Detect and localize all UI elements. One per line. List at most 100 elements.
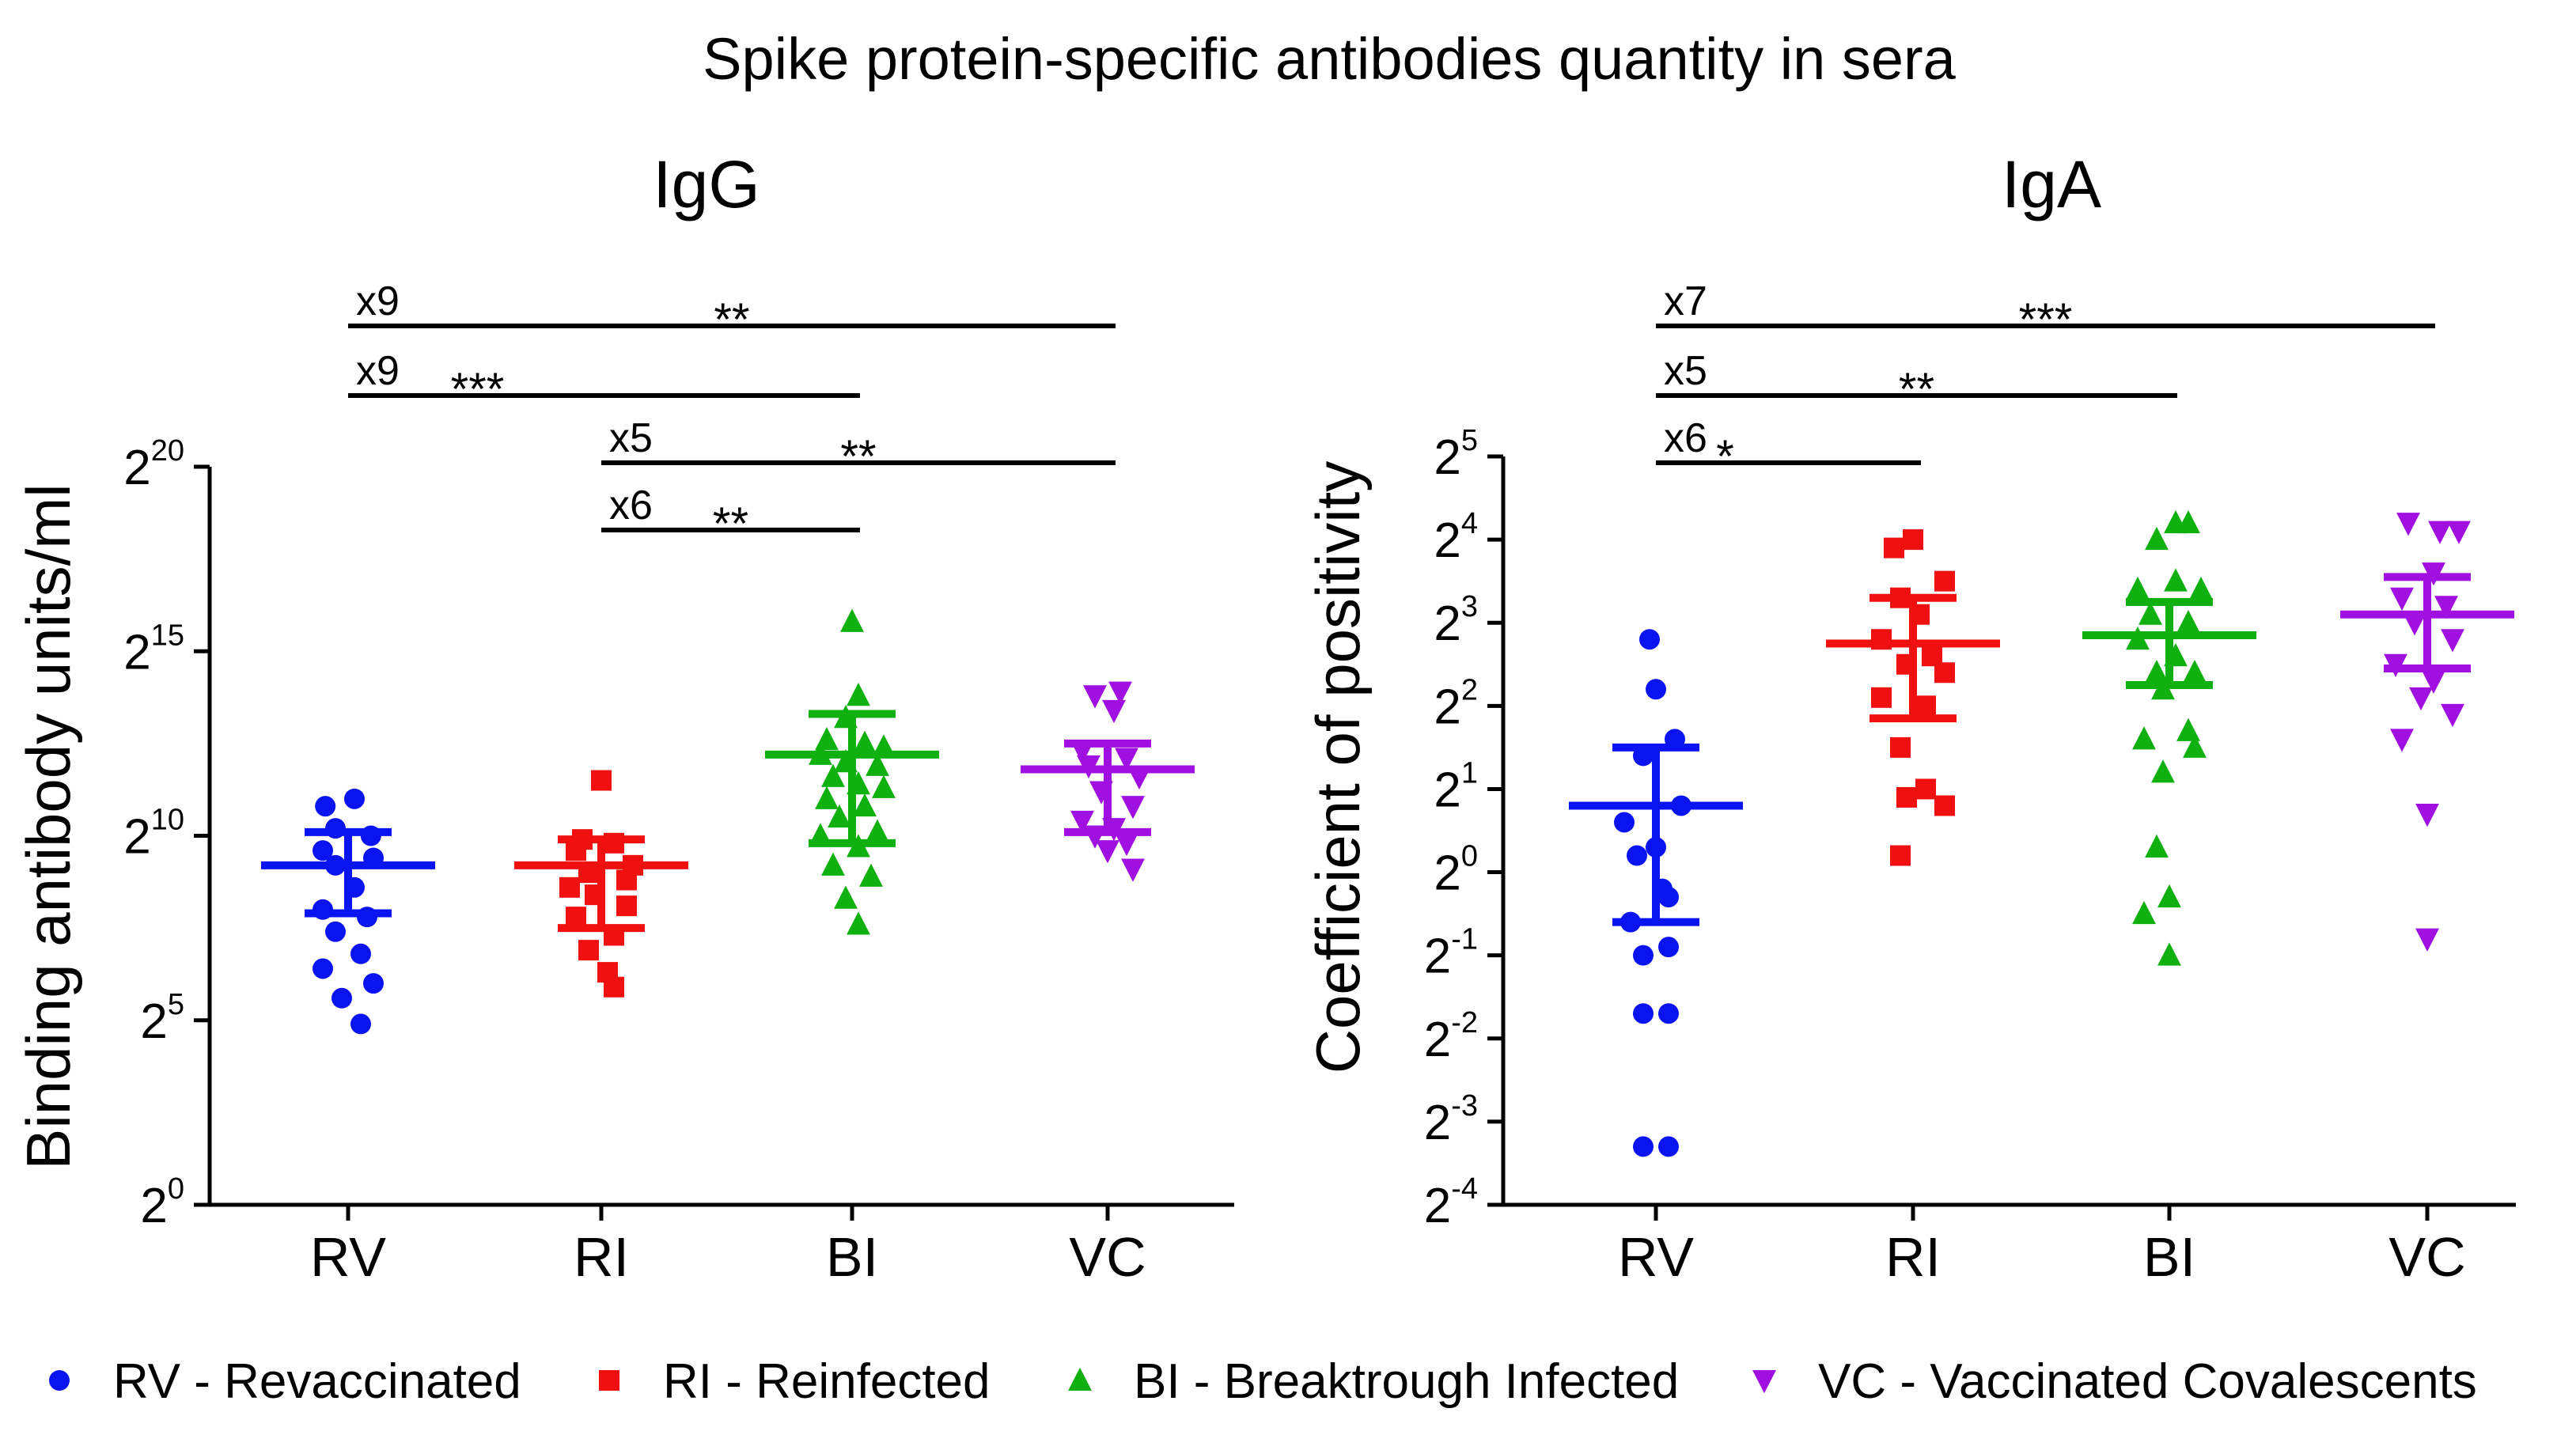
iga-point-rv <box>1639 629 1660 650</box>
igg-significance-bars: x9 ** x9 *** x5 ** x6 ** <box>348 278 1116 550</box>
igg-y-tick-exponent: 5 <box>168 988 184 1021</box>
igg-mean-ci-bars <box>261 710 1195 933</box>
iga-point-vc <box>2434 596 2458 619</box>
legend-label-ri: RI - Reinfected <box>663 1354 991 1409</box>
igg-point-rv <box>325 921 346 942</box>
igg-fold-change-label: x5 <box>609 415 653 461</box>
igg-significance-stars: ** <box>840 431 876 483</box>
iga-y-tick-label: 21 <box>1434 756 1478 817</box>
iga-y-tick-exponent: 5 <box>1461 424 1478 457</box>
iga-panel: IgA Coefficient of positivity 2-42-32-22… <box>1303 147 2516 1288</box>
igg-point-bi <box>834 885 858 909</box>
iga-y-tick-exponent: 2 <box>1461 673 1478 706</box>
igg-point-vc <box>1115 748 1138 771</box>
iga-y-tick-label: 22 <box>1434 673 1478 734</box>
igg-x-tick-label: BI <box>826 1226 878 1288</box>
iga-y-tick-base: 2 <box>1434 763 1460 817</box>
igg-y-tick-label: 215 <box>123 619 184 680</box>
igg-x-tick-label: RV <box>310 1226 386 1288</box>
iga-point-rv <box>1633 1136 1654 1157</box>
iga-point-ri <box>1871 687 1892 708</box>
iga-point-rv <box>1658 887 1679 908</box>
igg-point-bi <box>853 793 877 817</box>
iga-point-ri <box>1915 778 1936 800</box>
iga-mean-ci-bars <box>1569 573 2514 926</box>
iga-y-tick-label: 2-4 <box>1424 1172 1478 1233</box>
iga-point-bi <box>2126 576 2150 600</box>
iga-y-tick-base: 2 <box>1424 1096 1451 1150</box>
iga-point-rv <box>1658 1136 1679 1157</box>
legend-label-bi: BI - Breaktrough Infected <box>1134 1354 1679 1409</box>
iga-panel-title: IgA <box>2002 147 2101 221</box>
iga-point-rv <box>1614 812 1635 833</box>
iga-y-tick-label: 23 <box>1434 590 1478 651</box>
igg-point-rv <box>315 796 336 817</box>
iga-fold-change-label: x7 <box>1664 278 1707 324</box>
iga-point-vc <box>2441 629 2464 653</box>
igg-y-tick-base: 2 <box>123 810 150 865</box>
igg-point-bi <box>815 786 839 809</box>
iga-point-bi <box>2164 568 2188 592</box>
legend-marker-rv <box>49 1370 70 1391</box>
igg-y-tick-exponent: 20 <box>151 434 184 468</box>
iga-point-bi <box>2145 834 2169 858</box>
igg-x-tick-label: VC <box>1069 1226 1146 1288</box>
iga-point-vc <box>2441 703 2464 728</box>
igg-panel-title: IgG <box>653 147 760 221</box>
igg-point-ri <box>566 840 586 861</box>
iga-point-bi <box>2151 759 2175 783</box>
igg-point-ri <box>616 869 637 891</box>
igg-point-bi <box>847 682 870 706</box>
iga-point-ri <box>1903 529 1923 551</box>
iga-point-rv <box>1658 1003 1679 1024</box>
iga-point-vc <box>2428 521 2452 544</box>
figure-title: Spike protein-specific antibodies quanti… <box>703 26 1957 92</box>
iga-fold-change-label: x5 <box>1664 348 1707 394</box>
igg-point-vc <box>1070 810 1094 835</box>
igg-point-vc <box>1083 685 1107 709</box>
iga-y-tick-label: 20 <box>1434 840 1478 901</box>
iga-point-bi <box>2138 601 2162 625</box>
iga-y-tick-exponent: -3 <box>1451 1089 1478 1123</box>
igg-panel: IgG Binding antibody units/ml 2025210215… <box>13 147 1234 1288</box>
igg-data-points <box>313 608 1151 1035</box>
igg-y-tick-base: 2 <box>140 1179 167 1233</box>
iga-point-vc <box>2390 587 2414 611</box>
iga-point-vc <box>2415 928 2439 952</box>
iga-significance-stars: *** <box>2019 294 2073 346</box>
iga-point-vc <box>2396 513 2420 536</box>
igg-x-tick-label: RI <box>574 1226 629 1288</box>
igg-fold-change-label: x9 <box>356 348 400 394</box>
igg-point-bi <box>866 752 889 776</box>
igg-y-tick-label: 25 <box>140 988 184 1049</box>
iga-point-ri <box>1934 795 1955 816</box>
iga-point-rv <box>1658 937 1679 958</box>
igg-point-vc <box>1121 796 1145 820</box>
igg-point-bi <box>872 774 896 798</box>
igg-significance-stars: ** <box>713 498 748 550</box>
igg-point-rv <box>350 1013 371 1035</box>
iga-point-ri <box>1934 570 1955 592</box>
igg-point-bi <box>866 819 889 842</box>
legend-marker-bi <box>1068 1367 1092 1391</box>
legend-label-rv: RV - Revaccinated <box>113 1354 521 1409</box>
igg-point-ri <box>591 770 612 791</box>
igg-y-tick-base: 2 <box>123 441 150 495</box>
igg-point-rv <box>350 943 371 964</box>
iga-y-tick-base: 2 <box>1434 846 1460 901</box>
igg-point-ri <box>566 907 586 928</box>
iga-point-bi <box>2176 509 2200 534</box>
igg-point-vc <box>1115 832 1138 857</box>
iga-data-points <box>1614 509 2471 1157</box>
igg-y-tick-exponent: 10 <box>151 804 184 837</box>
iga-point-bi <box>2132 900 2156 925</box>
iga-y-axis-label: Coefficient of positivity <box>1303 461 1373 1074</box>
iga-y-tick-base: 2 <box>1434 513 1460 568</box>
iga-y-tick-label: 2-1 <box>1424 923 1478 984</box>
igg-point-rv <box>363 973 384 994</box>
iga-y-tick-exponent: -1 <box>1451 923 1478 956</box>
